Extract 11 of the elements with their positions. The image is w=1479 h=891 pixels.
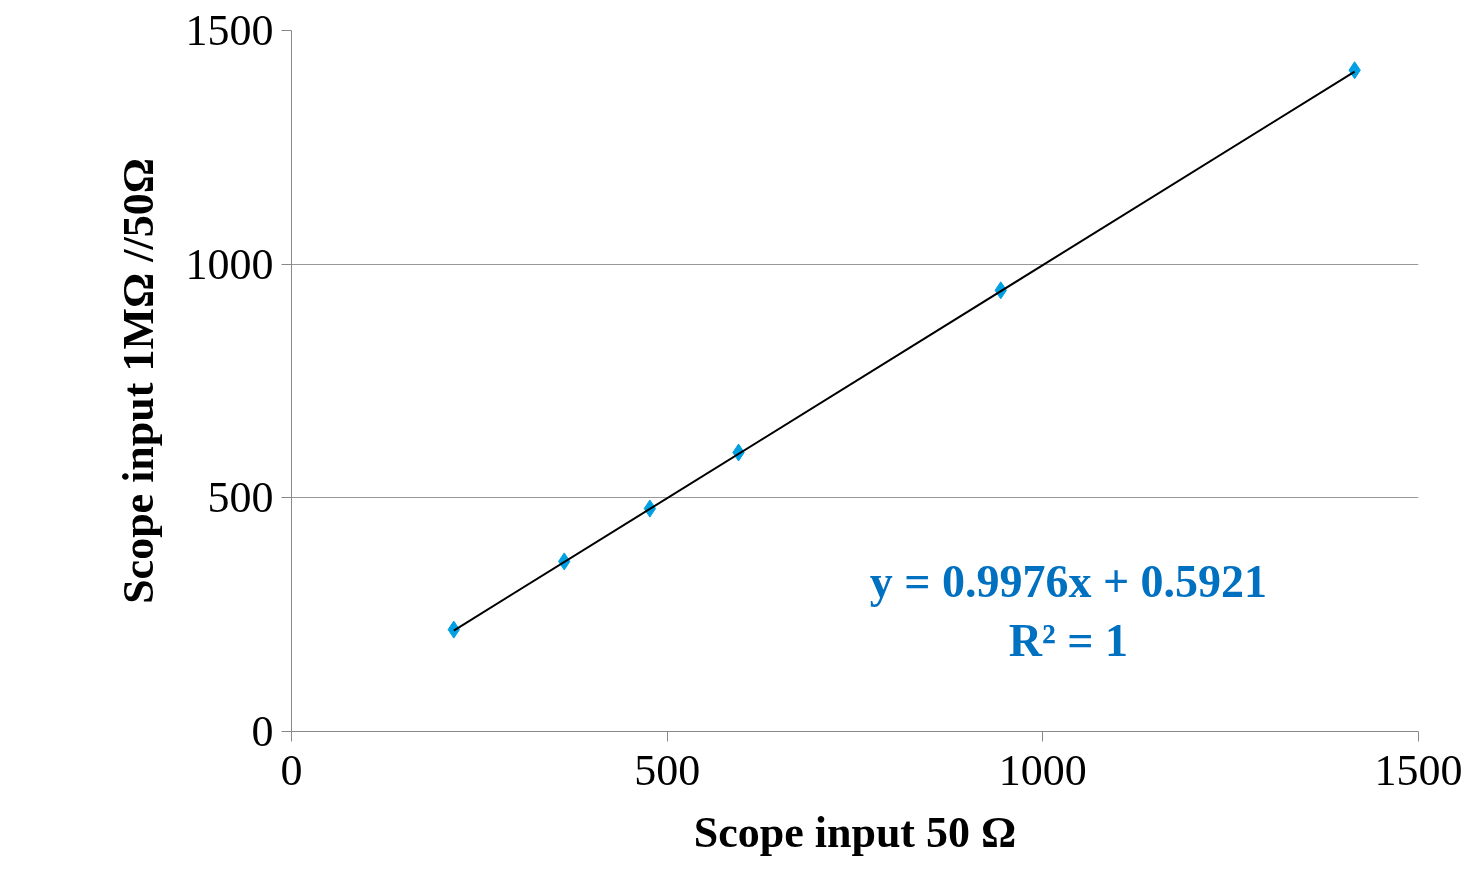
annotation: R² = 1: [1008, 614, 1128, 666]
x-tick-label: 500: [634, 745, 701, 795]
x-tick-label: 1500: [1374, 745, 1463, 795]
y-tick-label: 1000: [185, 239, 274, 289]
x-axis-title: Scope input 50 Ω: [693, 807, 1017, 857]
annotation: y = 0.9976x + 0.5921: [869, 555, 1268, 607]
y-tick-label: 0: [251, 707, 274, 756]
y-axis-title: Scope input 1MΩ //50Ω: [113, 158, 163, 604]
x-tick-label: 1000: [998, 745, 1087, 795]
y-tick-label: 1500: [185, 6, 274, 55]
y-tick-label: 500: [207, 473, 274, 523]
